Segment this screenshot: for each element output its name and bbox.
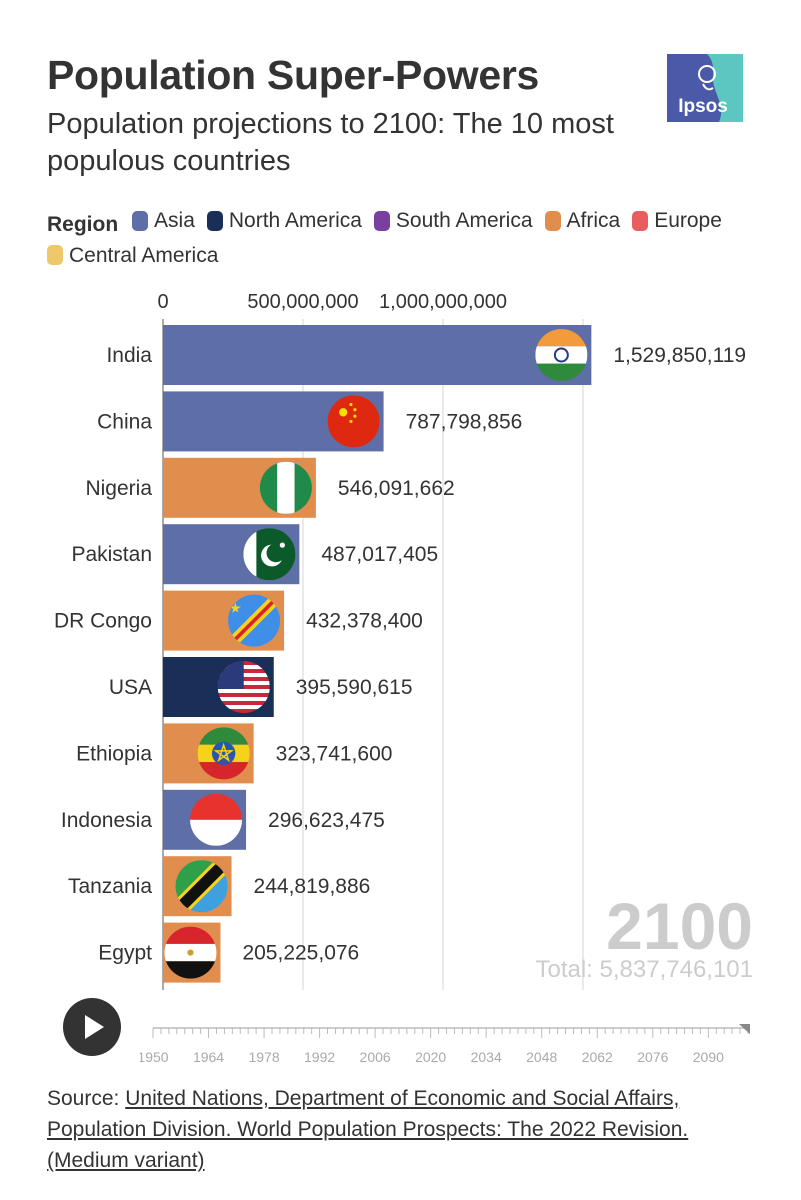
timeline-label: 2062 [582,1049,613,1065]
timeline-label: 2076 [637,1049,668,1065]
value-label: 432,378,400 [306,610,423,633]
legend-item[interactable]: Asia [132,205,195,236]
value-label: 395,590,615 [296,676,413,699]
category-label: USA [109,676,152,699]
logo-text: Ipsos [678,96,728,117]
source-prefix: Source: [47,1087,120,1110]
legend-label: Asia [154,209,195,232]
legend-item[interactable]: North America [206,205,362,236]
egypt-flag-icon [164,926,217,979]
category-label: Nigeria [85,477,152,500]
timeline-label: 1964 [193,1049,224,1065]
timeline-label: 2020 [415,1049,446,1065]
timeline-handle[interactable] [739,1024,750,1034]
legend-label: Europe [654,209,722,232]
ethiopia-flag-icon [197,727,250,780]
legend-label: South America [395,209,533,232]
legend-label: Central America [69,243,219,267]
x-tick-label: 0 [157,291,168,313]
category-label: Tanzania [68,875,152,898]
year-display: 2100 [606,889,753,963]
source-note: Source: United Nations, Department of Ec… [47,1083,747,1176]
category-label: India [106,344,152,367]
timeline-label: 1950 [140,1049,169,1065]
legend-item[interactable]: Central America [47,240,218,271]
timeline-label: 2006 [360,1049,391,1065]
category-label: DR Congo [54,610,152,633]
timeline-slider[interactable]: 1950 1964 1978 1992 2006 2020 2034 2048 2062 2076… [140,1024,770,1074]
bar-india[interactable] [163,325,592,385]
value-label: 487,017,405 [321,543,438,566]
nigeria-flag-icon [259,461,312,514]
timeline-label: 2034 [471,1049,502,1065]
timeline-label: 2048 [526,1049,557,1065]
legend-swatch [544,210,561,231]
india-flag-icon [535,329,588,381]
legend-title: Region [47,212,119,236]
chart-subtitle: Population projections to 2100: The 10 m… [47,108,614,177]
legend-swatch [132,210,149,231]
usa-flag-icon [217,661,270,713]
category-label: China [97,410,152,433]
category-label: Ethiopia [76,742,152,765]
legend-item[interactable]: South America [373,205,533,236]
x-tick-label: 1,000,000,000 [379,291,507,313]
bar-chart: 0 500,000,000 1,000,000,000 India 1,529,850,… [54,291,746,990]
value-label: 323,741,600 [276,742,393,765]
ipsos-logo: Ipsos [667,54,743,122]
timeline-label: 1992 [304,1049,335,1065]
value-label: 296,623,475 [268,809,385,832]
legend-swatch [47,245,63,265]
x-tick-label: 500,000,000 [247,291,358,313]
legend-label: North America [228,209,362,232]
value-label: 244,819,886 [254,875,371,898]
category-label: Indonesia [61,809,152,832]
legend-swatch [373,210,390,231]
legend-swatch [632,210,649,231]
pakistan-flag-icon [243,528,296,581]
legend-item[interactable]: Europe [632,205,722,236]
chart-title: Population Super-Powers [47,52,539,98]
category-label: Egypt [98,942,152,965]
legend-swatch [206,210,223,231]
china-flag-icon [327,395,380,448]
source-link[interactable]: United Nations, Department of Economic a… [47,1087,689,1172]
value-label: 546,091,662 [338,477,455,500]
value-label: 1,529,850,119 [613,344,746,367]
play-button[interactable] [63,998,121,1056]
timeline-label: 2090 [693,1049,724,1065]
legend: Region Asia North America South America Afr… [47,205,747,274]
legend-label: Africa [566,209,621,232]
value-label: 205,225,076 [242,942,359,965]
value-label: 787,798,856 [406,410,523,433]
total-population: Total: 5,837,746,101 [535,956,753,983]
dr-congo-flag-icon [228,594,281,647]
timeline-label: 1978 [248,1049,279,1065]
indonesia-flag-icon [190,793,243,846]
legend-item[interactable]: Africa [544,205,621,236]
category-label: Pakistan [71,543,152,566]
